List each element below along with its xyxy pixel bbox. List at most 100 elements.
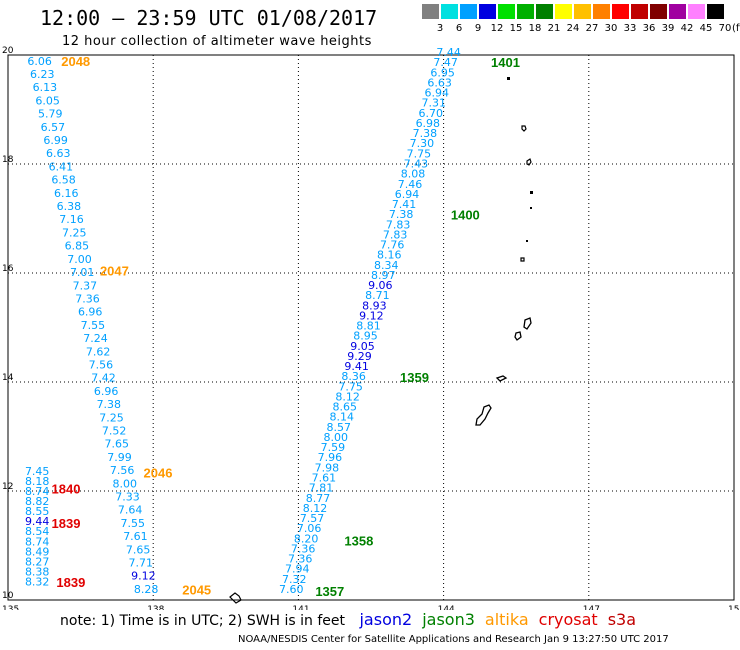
swh-value-label: 7.75 [407, 147, 432, 160]
colorbar-label: 6 [455, 23, 463, 34]
swh-value-label: 8.93 [362, 299, 387, 312]
swh-value-label: 6.94 [395, 188, 420, 201]
swh-value-label: 7.59 [321, 441, 346, 454]
swh-value-label: 7.42 [91, 372, 116, 385]
time-label: 2046 [144, 465, 173, 480]
swh-value-label: 9.41 [344, 360, 369, 373]
swh-value-label: 7.81 [309, 482, 334, 495]
swh-value-label: 7.65 [105, 438, 130, 451]
swh-value-label: 7.38 [97, 398, 122, 411]
y-tick-label: 18 [2, 155, 14, 165]
x-tick-label: 141 [292, 605, 309, 610]
colorbar-label: 24 [566, 23, 580, 34]
swh-value-label: 9.06 [368, 279, 393, 292]
swh-value-label: 8.12 [303, 502, 328, 515]
swh-value-label: 7.52 [102, 424, 127, 437]
swh-value-label: 5.79 [38, 108, 63, 121]
y-tick-label: 20 [2, 46, 14, 56]
swh-value-label: 6.05 [35, 94, 60, 107]
legend-jason2: jason2 [359, 610, 413, 629]
legend-jason3: jason3 [422, 610, 475, 629]
satellite-legend: jason2 jason3 altika cryosat s3a [349, 610, 636, 629]
colorbar-swatch [479, 4, 496, 19]
swh-value-label: 7.24 [83, 332, 108, 345]
swh-value-label: 7.38 [413, 127, 438, 140]
swh-value-label: 6.57 [41, 121, 66, 134]
swh-value-label: 6.63 [46, 147, 71, 160]
swh-value-label: 7.71 [129, 557, 154, 570]
swh-value-label: 9.29 [347, 350, 372, 363]
colorbar-label: 12 [490, 23, 504, 34]
colorbar-swatch [422, 4, 439, 19]
swh-value-label: 6.98 [416, 117, 441, 130]
colorbar-swatch [555, 4, 572, 19]
swh-value-label: 6.96 [78, 306, 103, 319]
island-outline [521, 125, 527, 132]
colorbar-swatch [650, 4, 667, 19]
swh-value-label: 8.36 [341, 370, 366, 383]
x-tick-label: 138 [147, 605, 164, 610]
swh-value-label: 7.76 [380, 239, 405, 252]
y-tick-label: 12 [2, 482, 13, 492]
time-label: 1358 [344, 534, 373, 549]
swh-value-label: 6.41 [49, 160, 74, 173]
swh-value-label: 7.36 [291, 542, 316, 555]
swh-value-label: 8.49 [25, 545, 50, 558]
colorbar-swatch [441, 4, 458, 19]
swh-value-label: 7.41 [392, 198, 417, 211]
colorbar-swatch [460, 4, 477, 19]
swh-value-label: 7.31 [422, 97, 447, 110]
time-label: 2048 [61, 54, 90, 69]
swh-value-label: 7.62 [86, 345, 111, 358]
satellite-tracks: 6.066.236.136.055.796.576.996.636.416.58… [25, 46, 520, 599]
colorbar-label: 39 [661, 23, 675, 34]
swh-value-label: 7.94 [285, 563, 310, 576]
colorbar-swatch [536, 4, 553, 19]
swh-value-label: 7.44 [436, 46, 461, 59]
swh-value-label: 8.82 [25, 495, 50, 508]
axes: 135 138 141 144 147 150 10 12 14 16 18 20 [2, 46, 740, 610]
swh-value-label: 6.63 [427, 76, 452, 89]
swh-value-label: 9.12 [359, 309, 384, 322]
track-altika: 6.066.236.136.055.796.576.996.636.416.58… [27, 54, 211, 598]
time-label: 1359 [400, 370, 429, 385]
swh-value-label: 9.44 [25, 515, 50, 528]
swh-value-label: 8.27 [25, 555, 50, 568]
swh-value-label: 8.18 [25, 475, 50, 488]
chart-title: 12:00 – 23:59 UTC 01/08/2017 [40, 6, 378, 30]
island-outline [526, 240, 528, 242]
swh-value-label: 7.25 [99, 411, 124, 424]
swh-value-label: 8.57 [327, 421, 352, 434]
swh-value-label: 6.58 [51, 174, 76, 187]
swh-value-label: 6.16 [54, 187, 78, 200]
island-outline [495, 375, 508, 382]
island-outline [514, 331, 522, 341]
colorbar-label: 30 [604, 23, 618, 34]
swh-value-label: 8.95 [353, 330, 378, 343]
swh-value-label: 8.54 [25, 525, 50, 538]
swh-value-label: 7.99 [107, 451, 132, 464]
swh-value-label: 7.25 [62, 226, 87, 239]
swh-value-label: 7.36 [75, 292, 100, 305]
swh-value-label: 7.64 [118, 504, 143, 517]
swh-value-label: 6.23 [30, 68, 55, 81]
swh-value-label: 8.00 [324, 431, 349, 444]
x-tick-label: 135 [2, 605, 19, 610]
x-tick-label: 144 [438, 605, 455, 610]
colorbar-swatch [517, 4, 534, 19]
colorbar-label: 3 [436, 23, 444, 34]
plot-frame [7, 54, 735, 601]
swh-value-label: 7.47 [433, 56, 458, 69]
colorbar-label: 36 [642, 23, 656, 34]
swh-value-label: 7.37 [73, 279, 98, 292]
colorbar-label: 42 [680, 23, 694, 34]
swh-value-label: 8.74 [25, 535, 50, 548]
colorbar-label: 15 [509, 23, 523, 34]
colorbar-swatch [593, 4, 610, 19]
swh-value-label: 7.33 [115, 490, 139, 503]
credit-line: NOAA/NESDIS Center for Satellite Applica… [238, 634, 669, 645]
island-outline [507, 77, 510, 80]
swh-value-label: 7.98 [315, 461, 340, 474]
grid-lines [8, 55, 734, 600]
colorbar-swatch [612, 4, 629, 19]
